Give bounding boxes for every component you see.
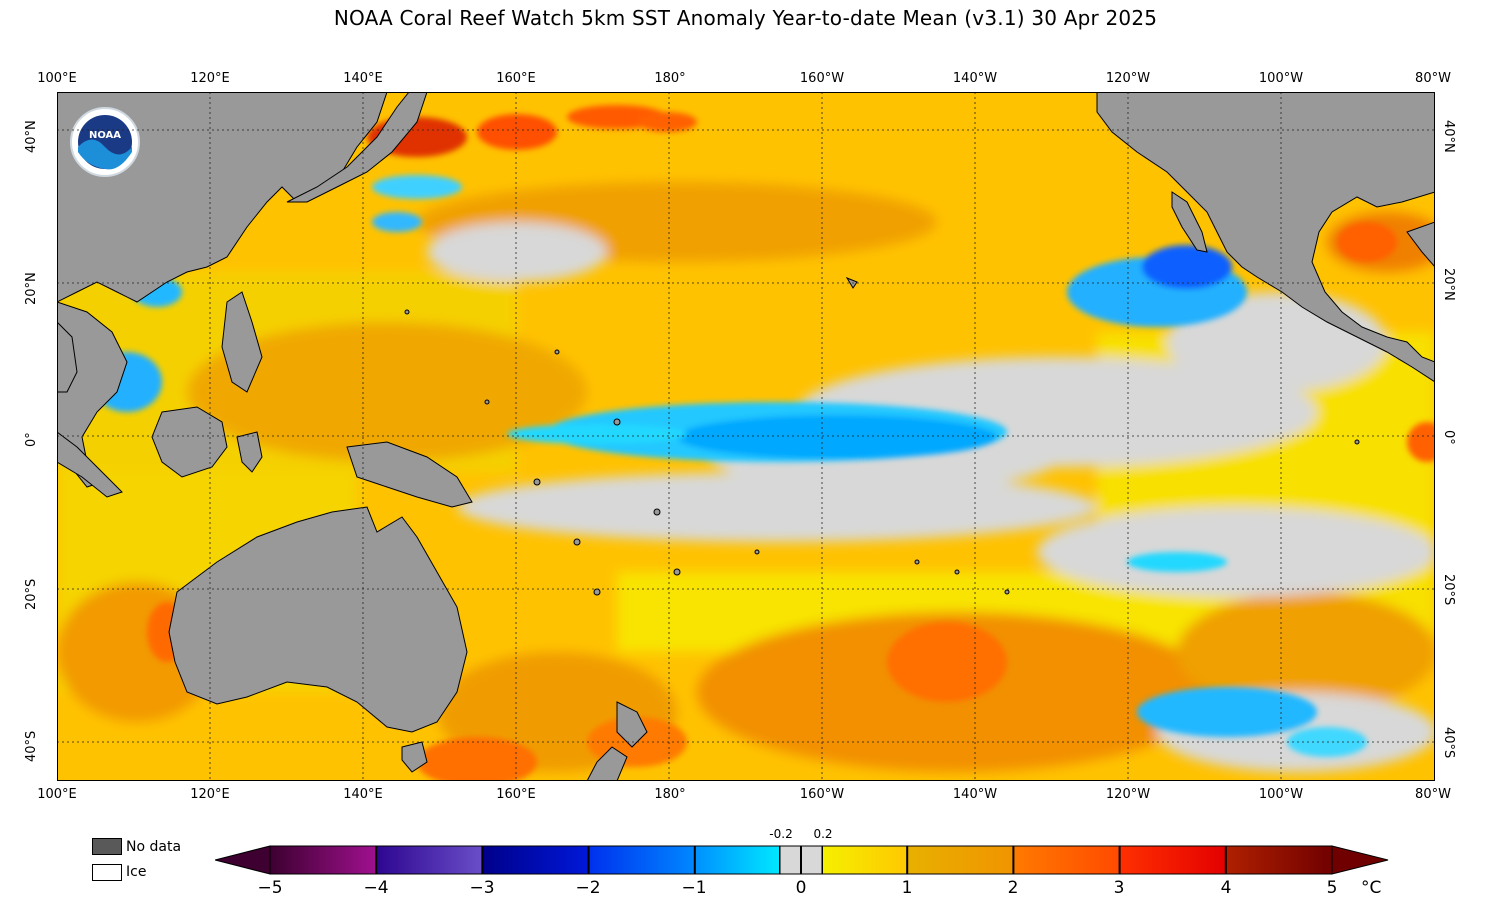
lat-label: 40°N — [24, 120, 39, 153]
colorbar — [214, 840, 1390, 880]
colorbar-tick: 2 — [1007, 878, 1019, 898]
lat-label: 40°S — [1441, 727, 1456, 759]
nodata-swatch — [92, 838, 122, 855]
lon-label: 100°W — [1258, 787, 1304, 802]
lon-label: 160°W — [799, 71, 845, 86]
lat-label: 20°S — [24, 578, 39, 610]
lat-label: 40°N — [1441, 120, 1456, 153]
nodata-label: No data — [126, 839, 182, 855]
lon-label: 120°E — [190, 787, 230, 802]
colorbar-tick: −2 — [575, 878, 601, 898]
lat-label: 40°S — [24, 730, 39, 762]
lon-label: 120°W — [1105, 787, 1151, 802]
lat-label: 0° — [24, 432, 39, 447]
lon-label: 180° — [654, 71, 686, 86]
colorbar-tick: 5 — [1326, 878, 1338, 898]
colorbar-segment — [588, 846, 695, 874]
colorbar-unit: °C — [1361, 878, 1382, 898]
lon-label: 140°W — [952, 787, 998, 802]
colorbar-segment — [270, 846, 377, 874]
lon-label: 120°W — [1105, 71, 1151, 86]
lon-label: 160°E — [496, 71, 536, 86]
lon-label: 140°E — [343, 71, 383, 86]
colorbar-frame — [269, 845, 1333, 875]
lon-label: 180° — [654, 787, 686, 802]
lon-label: 80°W — [1415, 787, 1451, 802]
map-title: NOAA Coral Reef Watch 5km SST Anomaly Ye… — [333, 6, 1158, 30]
colorbar-tick: −4 — [363, 878, 389, 898]
colorbar-segment — [482, 846, 589, 874]
colorbar-min-arrow — [214, 845, 271, 875]
lon-label: 140°E — [343, 787, 383, 802]
lon-label: 100°E — [37, 71, 77, 86]
lat-label: 20°N — [24, 272, 39, 305]
map-frame — [57, 92, 1435, 781]
lon-label: 160°E — [496, 787, 536, 802]
noaa-logo-text: NOAA — [89, 130, 121, 141]
lon-label: 120°E — [190, 71, 230, 86]
lat-label: 20°N — [1441, 268, 1456, 301]
colorbar-segment — [1119, 846, 1226, 874]
colorbar-segment — [822, 846, 908, 874]
lon-label: 100°E — [37, 787, 77, 802]
colorbar-small-tick: 0.2 — [813, 827, 833, 841]
ice-swatch — [92, 864, 122, 881]
lon-label: 80°W — [1415, 71, 1451, 86]
colorbar-max-arrow — [1331, 845, 1389, 875]
colorbar-tick: −1 — [681, 878, 707, 898]
colorbar-segment — [1225, 846, 1332, 874]
lat-label: 20°S — [1441, 574, 1456, 606]
colorbar-tick: 1 — [901, 878, 913, 898]
colorbar-tick: 4 — [1220, 878, 1232, 898]
colorbar-tick: −3 — [469, 878, 495, 898]
lon-label: 160°W — [799, 787, 845, 802]
lon-label: 100°W — [1258, 71, 1304, 86]
colorbar-segment — [376, 846, 483, 874]
colorbar-tick: 3 — [1113, 878, 1125, 898]
ice-label: Ice — [126, 864, 147, 880]
lat-label: 0° — [1441, 430, 1456, 445]
colorbar-segment — [694, 846, 780, 874]
colorbar-tick: −5 — [257, 878, 283, 898]
colorbar-segment — [1013, 846, 1120, 874]
noaa-logo: NOAA — [70, 107, 140, 177]
sst-anomaly-map: NOAA — [57, 92, 1435, 781]
colorbar-segment — [907, 846, 1014, 874]
colorbar-small-tick: -0.2 — [769, 827, 793, 841]
colorbar-tick: 0 — [795, 878, 807, 898]
lon-label: 140°W — [952, 71, 998, 86]
